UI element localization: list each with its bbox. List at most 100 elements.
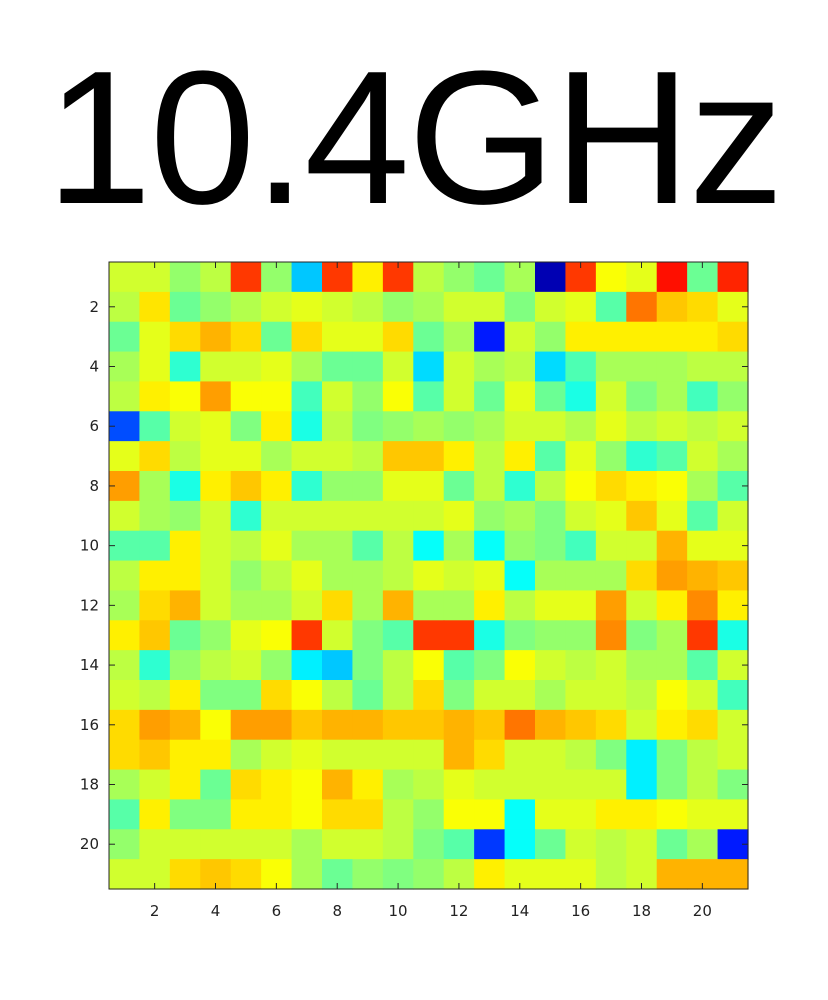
heatmap-cell	[565, 620, 597, 651]
heatmap-cell	[687, 680, 719, 711]
heatmap-cell	[291, 262, 323, 293]
heatmap-cell	[352, 411, 384, 442]
heatmap-cell	[382, 500, 414, 532]
heatmap-cell	[382, 680, 414, 711]
heatmap-cell	[626, 560, 658, 592]
x-tick-label: 14	[510, 902, 529, 920]
heatmap-cell	[352, 441, 384, 472]
heatmap-cell	[474, 530, 506, 562]
heatmap-cell	[291, 769, 323, 801]
heatmap-cell	[413, 859, 445, 890]
heatmap-cell	[687, 500, 719, 532]
heatmap-cell	[504, 709, 536, 741]
heatmap-cell	[352, 321, 384, 353]
heatmap-cell	[443, 590, 475, 621]
heatmap-cell	[504, 799, 536, 830]
heatmap-cell	[109, 859, 141, 890]
heatmap-cell	[322, 321, 354, 353]
heatmap-cell	[443, 829, 475, 860]
heatmap-cell	[413, 262, 445, 293]
heatmap-cell	[504, 680, 536, 711]
heatmap-cell	[535, 291, 567, 323]
heatmap-cell	[474, 739, 506, 771]
heatmap-cell	[626, 680, 658, 711]
heatmap-cell	[230, 680, 262, 711]
heatmap-cell	[139, 709, 171, 741]
heatmap-cell	[595, 680, 627, 711]
heatmap-cell	[200, 411, 232, 442]
heatmap-cell	[109, 441, 141, 472]
heatmap-cell	[443, 441, 475, 472]
heatmap-cell	[352, 829, 384, 860]
heatmap-cell	[656, 351, 688, 383]
heatmap-cell	[352, 680, 384, 711]
heatmap-cell	[595, 321, 627, 353]
heatmap-cell	[656, 500, 688, 532]
heatmap-cell	[717, 441, 749, 472]
heatmap-cell	[291, 560, 323, 592]
heatmap-cell	[687, 381, 719, 412]
heatmap-cell	[261, 709, 293, 741]
heatmap-cell	[413, 709, 445, 741]
heatmap-cell	[687, 411, 719, 442]
heatmap-cell	[322, 530, 354, 562]
heatmap-cell	[535, 411, 567, 442]
y-tick-label: 16	[80, 716, 99, 734]
heatmap-cell	[443, 739, 475, 771]
heatmap-cell	[565, 291, 597, 323]
heatmap-cell	[595, 709, 627, 741]
heatmap-cell	[322, 680, 354, 711]
heatmap-cell	[352, 262, 384, 293]
heatmap-cell	[139, 441, 171, 472]
heatmap-cell	[382, 530, 414, 562]
heatmap-cell	[322, 381, 354, 412]
heatmap-cell	[595, 590, 627, 621]
heatmap-cell	[139, 799, 171, 830]
heatmap-cell	[656, 321, 688, 353]
heatmap-cell	[352, 799, 384, 830]
heatmap-cell	[200, 829, 232, 860]
heatmap-cell	[504, 411, 536, 442]
heatmap-cell	[382, 351, 414, 383]
heatmap-cell	[382, 471, 414, 502]
heatmap-cell	[626, 590, 658, 621]
heatmap-cell	[139, 680, 171, 711]
heatmap-cell	[169, 829, 201, 860]
heatmap-cell	[656, 590, 688, 621]
heatmap-cell	[595, 769, 627, 801]
heatmap-cell	[413, 441, 445, 472]
heatmap-cell	[291, 441, 323, 472]
heatmap-cell	[474, 769, 506, 801]
heatmap-cell	[474, 829, 506, 860]
heatmap-cell	[656, 262, 688, 293]
y-tick-label: 8	[89, 477, 99, 495]
heatmap-cell	[352, 769, 384, 801]
heatmap-cell	[687, 351, 719, 383]
heatmap-cell	[230, 530, 262, 562]
heatmap-cell	[139, 381, 171, 412]
heatmap-cell	[687, 769, 719, 801]
heatmap-cell	[382, 590, 414, 621]
heatmap-cell	[230, 829, 262, 860]
x-tick-label: 6	[272, 902, 282, 920]
y-tick-label: 4	[89, 358, 99, 376]
heatmap-cell	[139, 739, 171, 771]
heatmap-cell	[656, 560, 688, 592]
heatmap-cell	[595, 560, 627, 592]
heatmap-cell	[474, 411, 506, 442]
heatmap-cell	[382, 769, 414, 801]
heatmap-cell	[109, 500, 141, 532]
heatmap-cell	[717, 321, 749, 353]
heatmap-cell	[443, 411, 475, 442]
heatmap-cell	[535, 530, 567, 562]
heatmap-cell	[261, 560, 293, 592]
heatmap-cell	[382, 620, 414, 651]
x-tick-label: 8	[332, 902, 342, 920]
heatmap-cell	[413, 381, 445, 412]
heatmap-cell	[139, 500, 171, 532]
heatmap-cell	[200, 471, 232, 502]
heatmap-cell	[352, 859, 384, 890]
heatmap-cell	[687, 829, 719, 860]
heatmap-cell	[230, 321, 262, 353]
heatmap-cell	[656, 799, 688, 830]
